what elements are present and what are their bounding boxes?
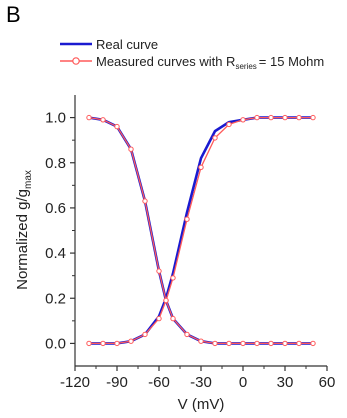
- x-tick-label: 0: [239, 374, 247, 391]
- measured-point: [114, 340, 120, 347]
- y-axis-label-main: Normalized g/g: [14, 189, 31, 290]
- measured-point: [100, 117, 106, 123]
- measured-point: [254, 114, 260, 121]
- y-tick-label: 0.8: [45, 155, 66, 172]
- legend-measured-sub: series: [235, 62, 256, 71]
- measured-point: [226, 121, 232, 128]
- measured-curve-inactivation: [88, 116, 313, 345]
- measured-point: [170, 315, 176, 322]
- measured-point: [296, 340, 302, 347]
- legend-real-label: Real curve: [96, 37, 158, 52]
- measured-point: [156, 315, 162, 322]
- measured-point: [184, 331, 190, 338]
- real-curve-activation: [89, 116, 313, 345]
- measured-point: [170, 275, 176, 281]
- panel-letter: B: [6, 2, 21, 27]
- y-tick-label: 0.0: [45, 335, 66, 352]
- measured-point: [212, 340, 218, 347]
- measured-point: [296, 114, 302, 121]
- measured-point: [156, 268, 162, 274]
- measured-point: [100, 340, 106, 347]
- legend-measured-prefix: Measured curves with R: [96, 54, 235, 69]
- measured-point: [282, 340, 288, 347]
- measured-point: [198, 164, 204, 171]
- measured-point: [86, 340, 92, 347]
- measured-point: [198, 338, 204, 344]
- x-tick-label: -60: [148, 374, 170, 391]
- measured-point: [114, 123, 120, 130]
- measured-point: [142, 198, 148, 204]
- series-layer: [86, 114, 316, 347]
- measured-point: [240, 117, 246, 123]
- y-tick-label: 0.6: [45, 200, 66, 217]
- measured-point: [268, 114, 274, 121]
- y-tick-label: 1.0: [45, 110, 66, 127]
- x-tick-label: 30: [277, 374, 294, 391]
- measured-point: [128, 146, 134, 152]
- measured-point: [163, 297, 169, 304]
- x-tick-label: -120: [60, 374, 90, 391]
- x-tick-label: 60: [319, 374, 336, 391]
- y-axis-label: Normalized g/gmax: [14, 170, 34, 290]
- measured-point: [310, 340, 316, 347]
- measured-point: [240, 340, 246, 347]
- axes: [74, 95, 327, 367]
- legend: Real curve Measured curves with Rseries =…: [60, 37, 324, 71]
- measured-point: [310, 114, 316, 121]
- legend-measured-label: Measured curves with Rseries = 15 Mohm: [96, 54, 324, 71]
- x-ticks: -120 -90 -60 -30 0 30 60: [60, 366, 335, 391]
- measured-point: [86, 114, 92, 121]
- y-tick-label: 0.2: [45, 290, 66, 307]
- measured-point: [282, 114, 288, 121]
- measured-point: [128, 338, 134, 344]
- y-tick-label: 0.4: [45, 245, 66, 262]
- legend-measured-suffix: = 15 Mohm: [259, 54, 324, 69]
- x-tick-label: -30: [190, 374, 212, 391]
- measured-point: [142, 331, 148, 338]
- y-ticks: 0.0 0.2 0.4 0.6 0.8 1.0: [45, 110, 75, 352]
- measured-point: [268, 340, 274, 347]
- measured-curve-activation: [89, 116, 313, 345]
- measured-point: [184, 216, 190, 222]
- real-curve-inactivation: [88, 116, 313, 345]
- measured-point: [212, 135, 218, 141]
- x-axis-label: V (mV): [178, 396, 225, 413]
- measured-point: [226, 340, 232, 347]
- measured-point: [254, 340, 260, 347]
- y-axis-label-sub: max: [23, 170, 34, 189]
- x-tick-label: -90: [106, 374, 128, 391]
- legend-measured-marker: [72, 57, 80, 65]
